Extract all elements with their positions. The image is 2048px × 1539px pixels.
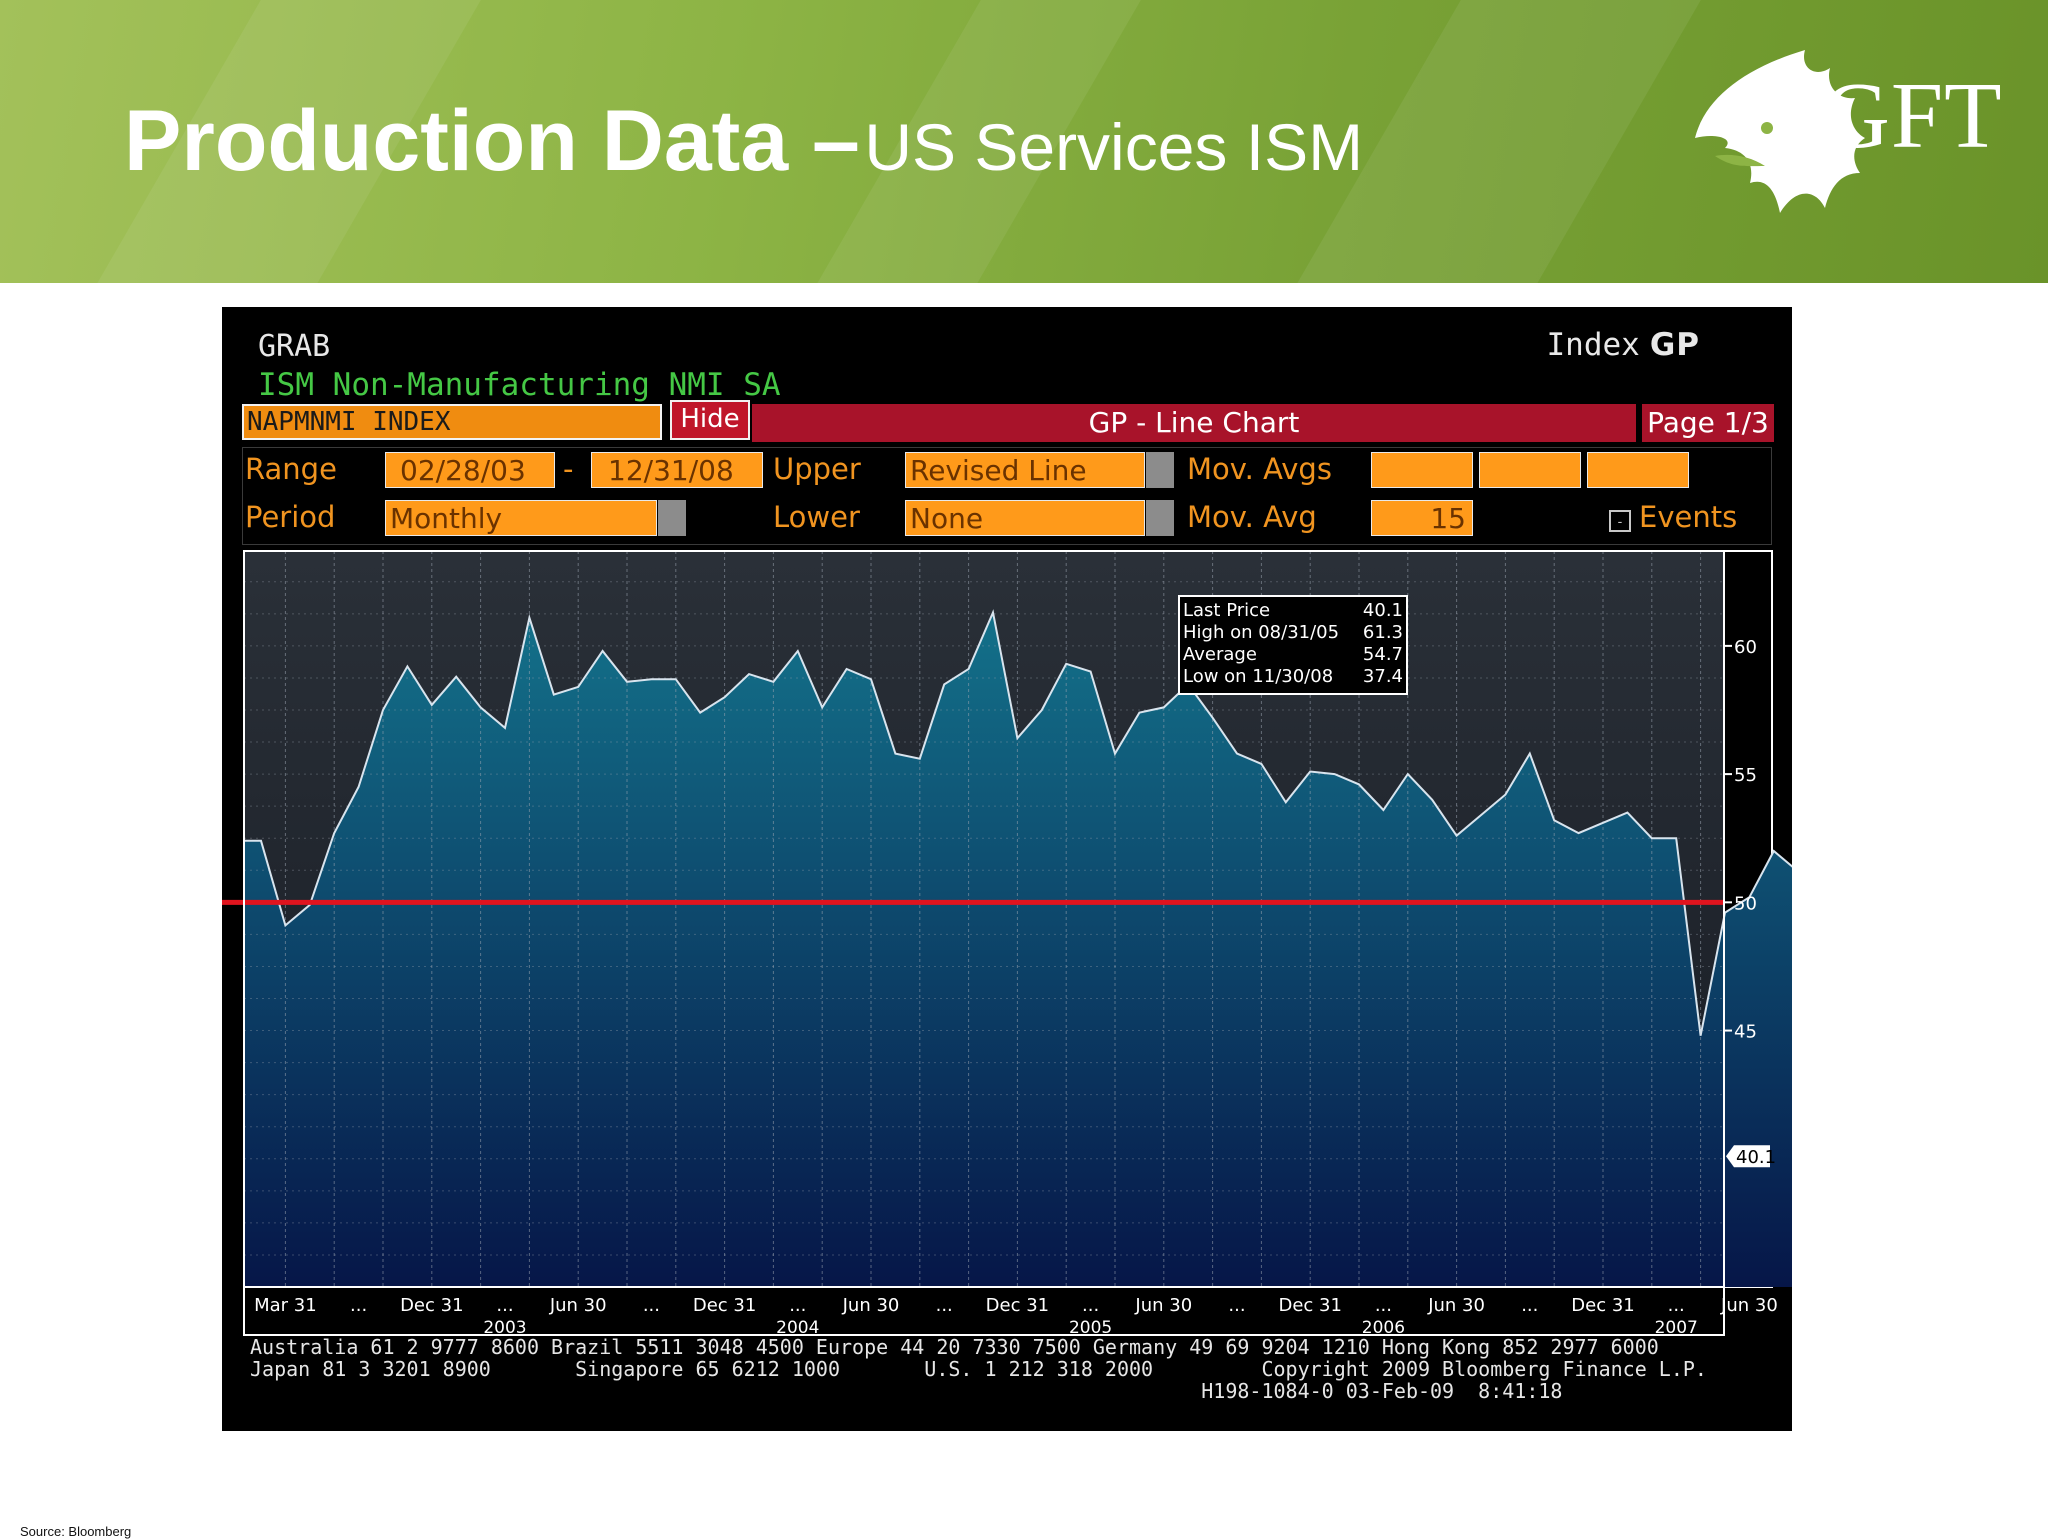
gft-lion-logo-icon <box>1695 50 1865 213</box>
logo-wordmark: GFT <box>1822 64 2003 168</box>
horizontal-gridlines <box>244 581 1724 1256</box>
vertical-gridlines <box>284 551 1702 1287</box>
x-tick-label: ... <box>1668 1295 1685 1316</box>
slide-header-banner <box>0 0 2048 283</box>
stat-label: Average <box>1183 644 1257 665</box>
x-tick-label: Dec 31 <box>1571 1295 1634 1316</box>
period-dropdown-handle[interactable] <box>658 500 686 536</box>
footer-timestamp-line: H198-1084-0 03-Feb-09 8:41:18 <box>250 1379 1563 1403</box>
x-tick-label: ... <box>496 1295 513 1316</box>
lower-dropdown-handle[interactable] <box>1146 500 1174 536</box>
x-tick-label: ... <box>1375 1295 1392 1316</box>
slide-title-main: Production Data – <box>124 93 860 189</box>
last-value-flag <box>1726 1145 1770 1168</box>
stat-value: 61.3 <box>1363 622 1403 643</box>
x-tick-label: Jun 30 <box>1720 1295 1778 1316</box>
lower-select[interactable]: None <box>905 500 1174 536</box>
footer-contacts-line-2: Japan 81 3 3201 8900 Singapore 65 6212 1… <box>250 1357 1707 1381</box>
last-value-text: 40.1 <box>1736 1147 1776 1168</box>
mov-avg-input-2[interactable] <box>1479 452 1581 488</box>
lower-select-value: None <box>910 502 984 535</box>
x-tick-label: Jun 30 <box>1134 1295 1192 1316</box>
events-label: Events <box>1639 500 1738 534</box>
chart-type-title: GP - Line Chart <box>752 404 1636 442</box>
header-bar: NAPMNMI INDEX Hide GP - Line Chart Page … <box>242 400 1774 444</box>
y-tick-label: 50 <box>1734 893 1757 914</box>
x-tick-label: Dec 31 <box>986 1295 1049 1316</box>
index-label: Index <box>1546 327 1640 363</box>
stat-value: 40.1 <box>1363 600 1403 621</box>
mov-avg-label: Mov. Avg <box>1187 500 1317 534</box>
y-tick-label: 45 <box>1734 1022 1757 1043</box>
period-label: Period <box>245 500 336 534</box>
x-tick-label: Jun 30 <box>1427 1295 1485 1316</box>
period-select[interactable]: Monthly <box>385 500 686 536</box>
x-year-label: 2004 <box>776 1318 819 1338</box>
page-indicator[interactable]: Page 1/3 <box>1640 404 1774 442</box>
stat-label: Last Price <box>1183 600 1270 621</box>
x-axis-ticks: Mar 31... Dec 31... Jun 30... Dec 31... Jun … <box>254 1295 1778 1338</box>
upper-dropdown-handle[interactable] <box>1146 452 1174 488</box>
range-separator: - <box>563 452 574 486</box>
plot-frame <box>243 550 1725 1288</box>
x-tick-label: Dec 31 <box>693 1295 756 1316</box>
stat-label: High on 08/31/05 <box>1183 622 1339 643</box>
grab-label: GRAB <box>258 329 331 364</box>
upper-label: Upper <box>773 452 861 486</box>
x-tick-label: ... <box>643 1295 660 1316</box>
upper-select-value: Revised Line <box>910 454 1087 487</box>
chart-settings-panel: Range 02/28/03 - 12/31/08 Upper Revised … <box>242 447 1772 545</box>
stat-label: Low on 11/30/08 <box>1183 666 1333 687</box>
x-year-label: 2005 <box>1069 1318 1112 1338</box>
bloomberg-terminal-panel: GRAB Index GP ISM Non-Manufacturing NMI S… <box>222 307 1792 1431</box>
x-tick-label: ... <box>1228 1295 1245 1316</box>
stats-box: Last Price 40.1 High on 08/31/05 61.3 Averag… <box>1178 595 1408 695</box>
mov-avg-input-3[interactable] <box>1587 452 1689 488</box>
x-year-label: 2003 <box>483 1318 526 1338</box>
x-tick-label: ... <box>1082 1295 1099 1316</box>
stat-value: 37.4 <box>1363 666 1403 687</box>
last-value-marker: 40.1 <box>1726 1145 1776 1168</box>
y-tick-label: 55 <box>1734 765 1757 786</box>
upper-select[interactable]: Revised Line <box>905 452 1174 488</box>
range-label: Range <box>245 452 337 486</box>
footer-contacts-line-1: Australia 61 2 9777 8600 Brazil 5511 304… <box>250 1335 1659 1359</box>
period-select-value: Monthly <box>390 502 503 535</box>
security-description: ISM Non-Manufacturing NMI SA <box>258 367 781 403</box>
ticker-field[interactable]: NAPMNMI INDEX <box>242 404 662 440</box>
slide-title-sub: US Services ISM <box>864 110 1364 184</box>
series-area <box>244 612 1792 1287</box>
lower-label: Lower <box>773 500 860 534</box>
series-line <box>244 609 1792 1036</box>
x-tick-label: Jun 30 <box>842 1295 900 1316</box>
x-tick-label: ... <box>350 1295 367 1316</box>
x-year-label: 2006 <box>1362 1318 1405 1338</box>
x-tick-label: ... <box>789 1295 806 1316</box>
mov-avg-input-1[interactable] <box>1371 452 1473 488</box>
x-tick-label: ... <box>936 1295 953 1316</box>
x-tick-label: Jun 30 <box>549 1295 607 1316</box>
y-axis-ticks: 45 50 55 60 <box>1724 637 1757 1043</box>
events-checkbox[interactable]: - <box>1609 510 1631 532</box>
slide-title: Production Data – US Services ISM <box>124 92 1363 191</box>
function-code: GP <box>1649 327 1700 363</box>
x-tick-label: Dec 31 <box>400 1295 463 1316</box>
y-tick-label: 60 <box>1734 637 1757 658</box>
range-end-input[interactable]: 12/31/08 <box>591 452 763 488</box>
x-tick-label: Mar 31 <box>254 1295 317 1316</box>
x-axis-panel <box>243 1286 1725 1336</box>
x-year-label: 2007 <box>1655 1318 1698 1338</box>
hide-button[interactable]: Hide <box>670 400 750 440</box>
range-start-input[interactable]: 02/28/03 <box>385 452 555 488</box>
mov-avg-period-input[interactable]: 15 <box>1371 500 1473 536</box>
x-tick-label: Dec 31 <box>1278 1295 1341 1316</box>
function-label: Index GP <box>1547 327 1701 363</box>
stat-value: 54.7 <box>1363 644 1403 665</box>
mov-avgs-label: Mov. Avgs <box>1187 452 1332 486</box>
x-tick-label: ... <box>1521 1295 1538 1316</box>
stats-box-frame <box>1178 595 1408 695</box>
source-note: Source: Bloomberg <box>20 1524 132 1539</box>
line-chart[interactable]: 45 50 55 60 Mar 31... Dec 31... Jun 30... Dec … <box>222 307 1792 1431</box>
